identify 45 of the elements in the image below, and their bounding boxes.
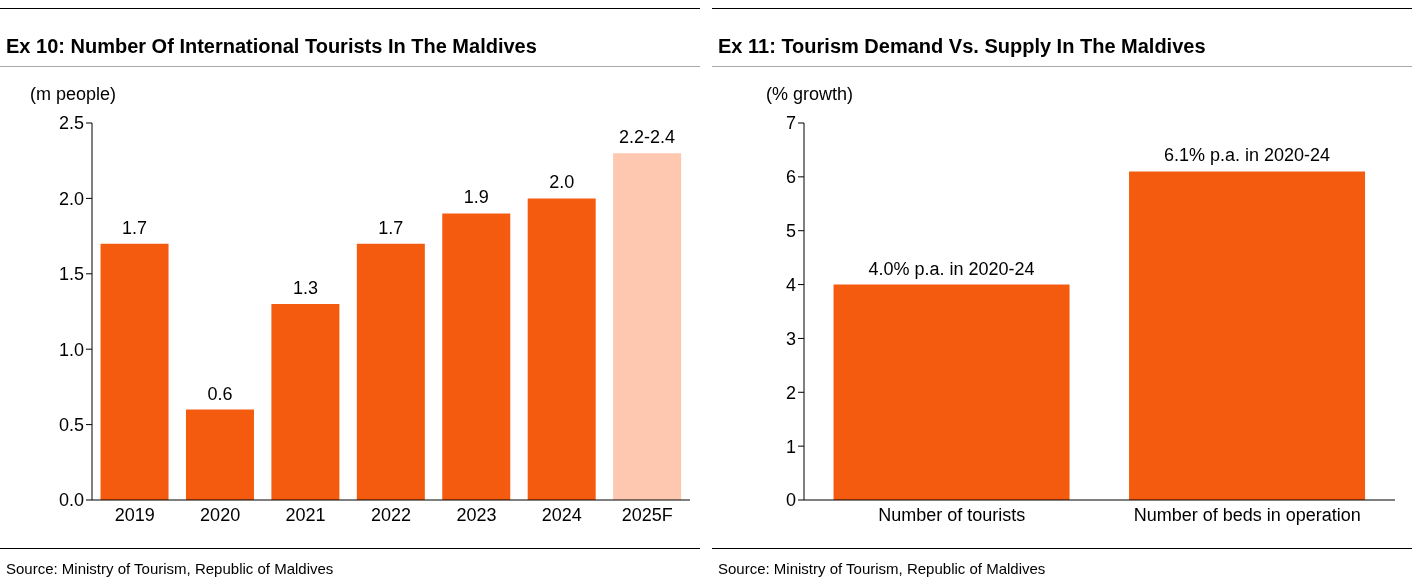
x-tick-label: 2021	[285, 504, 326, 525]
bar	[185, 409, 254, 500]
y-axis-title: (m people)	[30, 84, 117, 105]
source-note: Source: Ministry of Tourism, Republic of Maldives	[6, 560, 334, 577]
y-tick-label: 0.0	[58, 490, 84, 511]
y-tick-label: 2	[785, 382, 796, 403]
y-tick-label: 0	[785, 490, 796, 511]
y-tick-label: 3	[785, 328, 796, 349]
chart-title: Ex 11: Tourism Demand Vs. Supply In The Maldives	[718, 35, 1206, 58]
y-tick-label: 2.5	[58, 113, 84, 134]
y-tick-label: 6	[785, 167, 796, 188]
y-tick-label: 1.5	[58, 264, 84, 285]
bar	[356, 243, 425, 500]
x-tick-label: Number of beds in operation	[1133, 504, 1361, 525]
y-tick-label: 2.0	[58, 188, 84, 209]
x-tick-label: 2022	[370, 504, 412, 525]
data-label: 1.9	[463, 187, 489, 208]
data-label: 0.6	[207, 383, 233, 404]
y-tick-label: 1	[785, 436, 796, 457]
x-tick-label: 2024	[541, 504, 582, 525]
bar	[613, 153, 682, 500]
y-axis-title: (% growth)	[766, 84, 854, 105]
x-tick-label: 2025F	[621, 504, 673, 525]
data-label: 2.0	[549, 172, 575, 193]
y-tick-label: 4	[785, 274, 796, 295]
bar	[100, 243, 169, 500]
x-tick-label: 2020	[200, 504, 241, 525]
y-tick-label: 1.0	[58, 339, 84, 360]
data-label: 1.3	[292, 277, 318, 298]
data-label: 1.7	[122, 217, 148, 238]
bar	[271, 303, 340, 500]
source-note: Source: Ministry of Tourism, Republic of Maldives	[718, 560, 1046, 577]
x-tick-label: 2023	[456, 504, 497, 525]
data-label: 6.1% p.a. in 2020-24	[1163, 145, 1331, 166]
y-tick-label: 7	[785, 113, 796, 134]
x-tick-label: Number of tourists	[878, 504, 1026, 525]
y-tick-label: 0.5	[58, 414, 84, 435]
data-label: 2.2-2.4	[619, 127, 676, 148]
data-label: 1.7	[378, 217, 404, 238]
bar	[442, 213, 511, 500]
bar	[527, 198, 596, 500]
x-tick-label: 2019	[114, 504, 155, 525]
data-label: 4.0% p.a. in 2020-24	[868, 258, 1035, 279]
chart-title: Ex 10: Number Of International Tourists In The Maldives	[6, 35, 537, 58]
y-tick-label: 5	[785, 221, 796, 242]
